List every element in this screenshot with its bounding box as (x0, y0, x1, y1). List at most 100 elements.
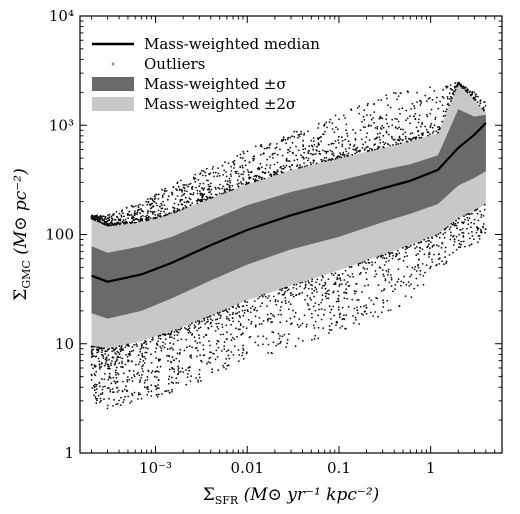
outlier-point (334, 140, 337, 143)
outlier-point (337, 290, 339, 293)
outlier-point (94, 355, 97, 358)
outlier-point (283, 293, 285, 296)
outlier-point (219, 183, 221, 186)
outlier-point (316, 150, 318, 152)
outlier-point (236, 183, 239, 186)
outlier-point (482, 225, 484, 228)
outlier-point (110, 221, 113, 223)
outlier-point (479, 228, 482, 231)
outlier-point (133, 219, 136, 221)
outlier-point (298, 326, 300, 328)
outlier-point (163, 204, 166, 207)
outlier-point (107, 217, 109, 220)
outlier-point (357, 299, 360, 301)
outlier-point (266, 305, 268, 307)
outlier-point (158, 205, 161, 208)
outlier-point (135, 221, 137, 224)
outlier-point (479, 99, 482, 101)
outlier-point (120, 210, 123, 213)
outlier-point (429, 86, 431, 89)
outlier-point (246, 150, 249, 153)
outlier-point (98, 360, 100, 363)
outlier-point (134, 210, 136, 213)
outlier-point (360, 138, 363, 141)
outlier-point (362, 266, 365, 269)
outlier-point (398, 108, 401, 110)
outlier-point (416, 101, 418, 103)
outlier-point (362, 115, 365, 118)
outlier-point (357, 312, 359, 315)
outlier-point (112, 212, 115, 215)
outlier-point (101, 353, 103, 356)
outlier-point (397, 142, 400, 145)
outlier-point (434, 116, 437, 119)
outlier-point (223, 192, 225, 194)
y-axis-label: ΣGMC (M⊙ pc⁻²) (11, 168, 33, 300)
outlier-point (382, 126, 385, 129)
outlier-point (108, 358, 110, 361)
outlier-point (358, 323, 361, 325)
outlier-point (328, 121, 331, 124)
outlier-point (282, 171, 284, 174)
outlier-point (379, 127, 382, 129)
outlier-point (147, 390, 150, 393)
outlier-point (215, 318, 217, 321)
outlier-point (189, 324, 192, 326)
outlier-point (394, 255, 397, 258)
outlier-point (416, 246, 418, 248)
outlier-point (232, 320, 235, 323)
outlier-point (205, 321, 208, 324)
outlier-point (131, 346, 134, 348)
outlier-point (269, 300, 272, 302)
outlier-point (242, 347, 245, 350)
outlier-point (196, 192, 199, 195)
outlier-point (139, 217, 142, 220)
outlier-point (295, 154, 297, 157)
outlier-point (422, 283, 425, 286)
outlier-point (199, 354, 202, 357)
outlier-point (104, 217, 107, 220)
outlier-point (96, 399, 98, 402)
outlier-point (99, 393, 102, 395)
outlier-point (293, 130, 296, 133)
outlier-point (284, 296, 287, 299)
outlier-point (348, 285, 351, 287)
outlier-point (397, 258, 400, 261)
outlier-point (332, 158, 334, 161)
outlier-point (247, 174, 250, 176)
outlier-point (159, 212, 161, 215)
outlier-point (402, 247, 404, 249)
outlier-point (183, 184, 186, 186)
outlier-point (373, 111, 376, 113)
outlier-point (201, 187, 204, 190)
outlier-point (103, 218, 105, 221)
outlier-point (112, 391, 115, 393)
outlier-point (173, 337, 176, 340)
outlier-point (435, 244, 438, 247)
outlier-point (476, 212, 479, 215)
outlier-point (227, 317, 230, 320)
outlier-point (139, 350, 142, 353)
outlier-point (351, 153, 354, 156)
outlier-point (386, 97, 388, 100)
outlier-point (339, 152, 341, 154)
outlier-point (463, 86, 466, 88)
outlier-point (139, 393, 142, 396)
outlier-point (289, 294, 292, 297)
outlier-point (191, 188, 194, 191)
outlier-point (340, 283, 343, 285)
outlier-point (175, 329, 177, 331)
outlier-point (210, 193, 213, 196)
outlier-point (177, 331, 180, 334)
outlier-point (262, 171, 265, 174)
outlier-point (242, 314, 245, 317)
outlier-point (97, 351, 100, 353)
outlier-point (302, 145, 305, 148)
outlier-point (338, 285, 341, 287)
outlier-point (326, 126, 328, 129)
outlier-point (217, 322, 220, 325)
outlier-point (102, 355, 104, 358)
outlier-point (211, 368, 214, 371)
outlier-point (414, 137, 416, 140)
outlier-point (450, 223, 453, 225)
